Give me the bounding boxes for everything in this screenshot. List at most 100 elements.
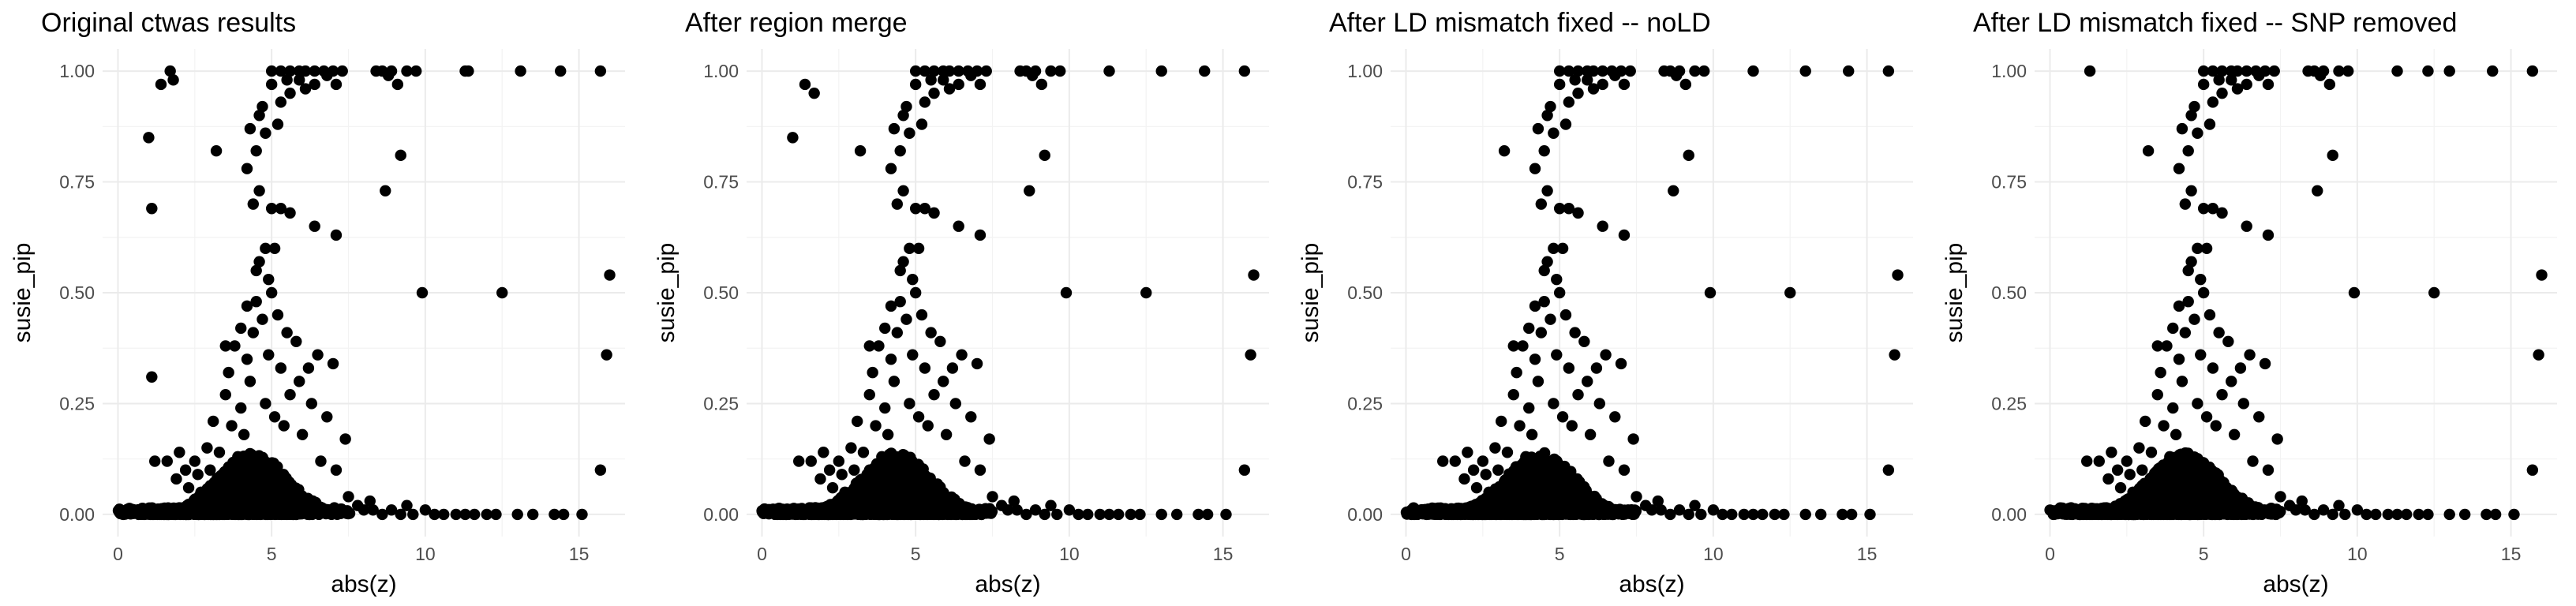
data-point [143, 132, 155, 144]
data-point [839, 486, 851, 499]
data-point [873, 340, 885, 352]
data-point [210, 145, 223, 157]
data-point [263, 349, 275, 361]
data-point [309, 65, 320, 77]
data-point [897, 473, 909, 485]
data-point [1082, 508, 1094, 521]
data-point [189, 455, 201, 467]
y-tick-label: 0.25 [59, 393, 95, 413]
data-point [268, 242, 281, 255]
data-point [894, 296, 906, 308]
data-point [265, 203, 278, 215]
data-point [1220, 508, 1232, 521]
data-point [787, 132, 799, 144]
data-point [262, 488, 275, 500]
x-tick-label: 10 [1703, 544, 1724, 564]
data-point [809, 507, 821, 519]
data-point [496, 286, 508, 299]
data-point [912, 411, 925, 423]
data-point [557, 508, 570, 521]
data-point [129, 504, 140, 516]
data-point [928, 65, 940, 77]
data-point [260, 398, 271, 410]
data-point [330, 78, 343, 91]
data-point [275, 65, 287, 77]
data-point [235, 322, 247, 335]
data-point [330, 464, 343, 476]
x-tick-label: 15 [1857, 544, 1878, 564]
data-point [450, 508, 462, 521]
data-point [549, 508, 560, 521]
data-point [305, 398, 317, 410]
data-point [871, 472, 882, 484]
data-point [799, 78, 811, 91]
data-point [879, 322, 891, 335]
chart-title: After region merge [685, 8, 908, 38]
data-point [908, 507, 920, 519]
data-point [885, 300, 897, 312]
data-point [1054, 65, 1066, 77]
data-point [1011, 504, 1023, 516]
x-axis-title: abs(z) [331, 571, 396, 597]
data-point [823, 464, 836, 476]
data-point [1238, 464, 1251, 476]
data-point [271, 118, 284, 130]
data-point [327, 357, 339, 370]
scatter-points [787, 65, 1260, 521]
x-axis-title: abs(z) [975, 571, 1040, 597]
data-point [953, 65, 964, 77]
data-point [909, 203, 922, 215]
data-point [438, 508, 450, 521]
data-point [959, 455, 971, 467]
data-point [909, 65, 922, 77]
data-point [281, 74, 293, 86]
data-point [339, 433, 351, 445]
data-point [250, 264, 262, 277]
data-point [248, 470, 260, 482]
data-point [233, 463, 245, 475]
data-point [897, 110, 909, 122]
data-point [284, 65, 296, 77]
data-point [934, 503, 947, 515]
data-point [244, 376, 256, 387]
data-point [336, 65, 348, 77]
data-point [848, 464, 860, 476]
data-point [885, 354, 897, 365]
data-point [219, 340, 231, 352]
data-point [264, 475, 275, 487]
data-point [887, 476, 900, 488]
data-point [146, 371, 158, 383]
data-point [974, 507, 986, 519]
data-point [900, 100, 912, 113]
data-point [250, 296, 262, 308]
data-point [1045, 499, 1057, 511]
data-point [943, 65, 956, 77]
data-point [1155, 65, 1167, 77]
data-point [928, 207, 940, 219]
y-tick-label: 0.50 [59, 282, 95, 303]
data-point [302, 362, 315, 374]
point-cloud [756, 447, 998, 521]
data-point [938, 74, 949, 86]
data-point [416, 286, 429, 299]
data-point [826, 482, 839, 494]
data-point [419, 504, 432, 516]
data-point [1193, 508, 1204, 521]
data-point [260, 242, 271, 255]
data-point [385, 504, 398, 516]
data-point [279, 477, 290, 489]
data-point [256, 100, 268, 113]
data-point [894, 145, 906, 157]
data-point [146, 203, 158, 215]
data-point [253, 256, 265, 267]
data-point [904, 398, 915, 410]
data-point [1039, 149, 1050, 162]
data-point [1245, 349, 1256, 361]
data-point [309, 220, 320, 232]
data-point [490, 508, 502, 521]
data-point [925, 327, 937, 339]
data-point [401, 65, 413, 77]
data-point [201, 442, 213, 454]
